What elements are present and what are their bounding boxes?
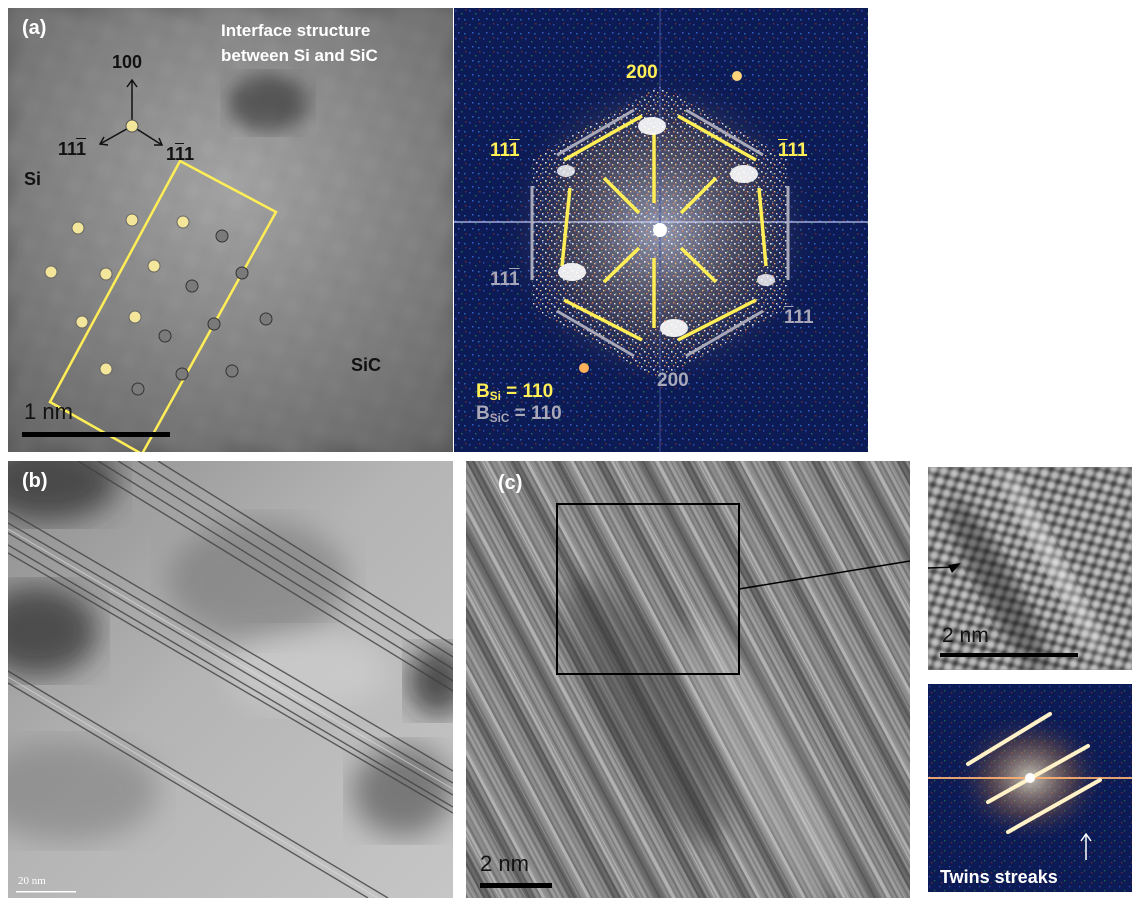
scale-bar-a (22, 432, 170, 437)
fft-bottom-200-label: 200 (657, 370, 689, 391)
twin-fft-inset: Twins streaks (928, 684, 1132, 892)
zoom-inset: 2 nm (928, 467, 1132, 670)
fft-lower-right-label: 111 (784, 307, 814, 328)
fft-upper-right-label: 111 (778, 140, 808, 161)
scale-bar-b-label: 20 nm (18, 875, 46, 887)
direction-11-1bar-label: 111 (58, 139, 87, 159)
scale-bar-inset-label: 2 nm (942, 624, 989, 647)
panel-c-label: (c) (498, 472, 523, 494)
hrtem-lattice-image (8, 8, 453, 452)
tem-bright-field-image (8, 461, 453, 898)
panel-b-label: (b) (22, 470, 48, 492)
scale-bar-inset (940, 653, 1078, 657)
fft-diffractogram (454, 8, 868, 452)
scale-bar-a-label: 1 nm (24, 399, 73, 424)
twin-streaks-caption: Twins streaks (940, 867, 1058, 887)
zoomed-lattice-image (928, 467, 1132, 670)
twin-streaks (966, 712, 1102, 834)
zone-axis-si-label: BSi = 110 (476, 381, 554, 403)
sic-atoms (131, 229, 273, 396)
scale-bar-c (480, 883, 552, 888)
origin-atom (125, 119, 139, 133)
interface-box (48, 159, 278, 452)
diffraction-spots (557, 71, 775, 373)
si-atoms (44, 213, 190, 376)
panel-b: (b) 20 nm (8, 461, 453, 898)
si-hexagon (560, 114, 768, 342)
hrtem-twin-image (466, 461, 910, 898)
direction-1-1bar-1-label: 111 (166, 144, 195, 164)
zoom-arrow-head (948, 563, 961, 573)
fft-lower-left-label: 111 (490, 269, 520, 290)
direction-100-label: 100 (112, 52, 143, 72)
panel-a-label: (a) (22, 17, 47, 39)
panel-c: (c) 2 nm (466, 461, 910, 898)
fft-top-200-label: 200 (626, 62, 658, 83)
panel-a-title-line1: Interface structure (221, 21, 371, 40)
panel-a-title-line2: between Si and SiC (221, 46, 378, 65)
fft-panel: 200 111 111 111 111 200 BSi = 110 BSiC =… (454, 8, 868, 452)
zone-axis-sic-label: BSiC = 110 (476, 403, 562, 425)
sic-hexagon (530, 108, 790, 358)
panel-a: (a) Interface structure between Si and S… (8, 8, 453, 452)
scale-bar-c-label: 2 nm (480, 851, 529, 876)
zoom-arrow-line (738, 560, 910, 590)
si-region-label: Si (24, 169, 42, 189)
fft-upper-left-label: 111 (490, 140, 520, 161)
scale-bar-b (16, 891, 76, 893)
stacking-fault-lines (8, 461, 453, 898)
sic-region-label: SiC (351, 355, 382, 375)
twin-fft-image (928, 684, 1132, 892)
